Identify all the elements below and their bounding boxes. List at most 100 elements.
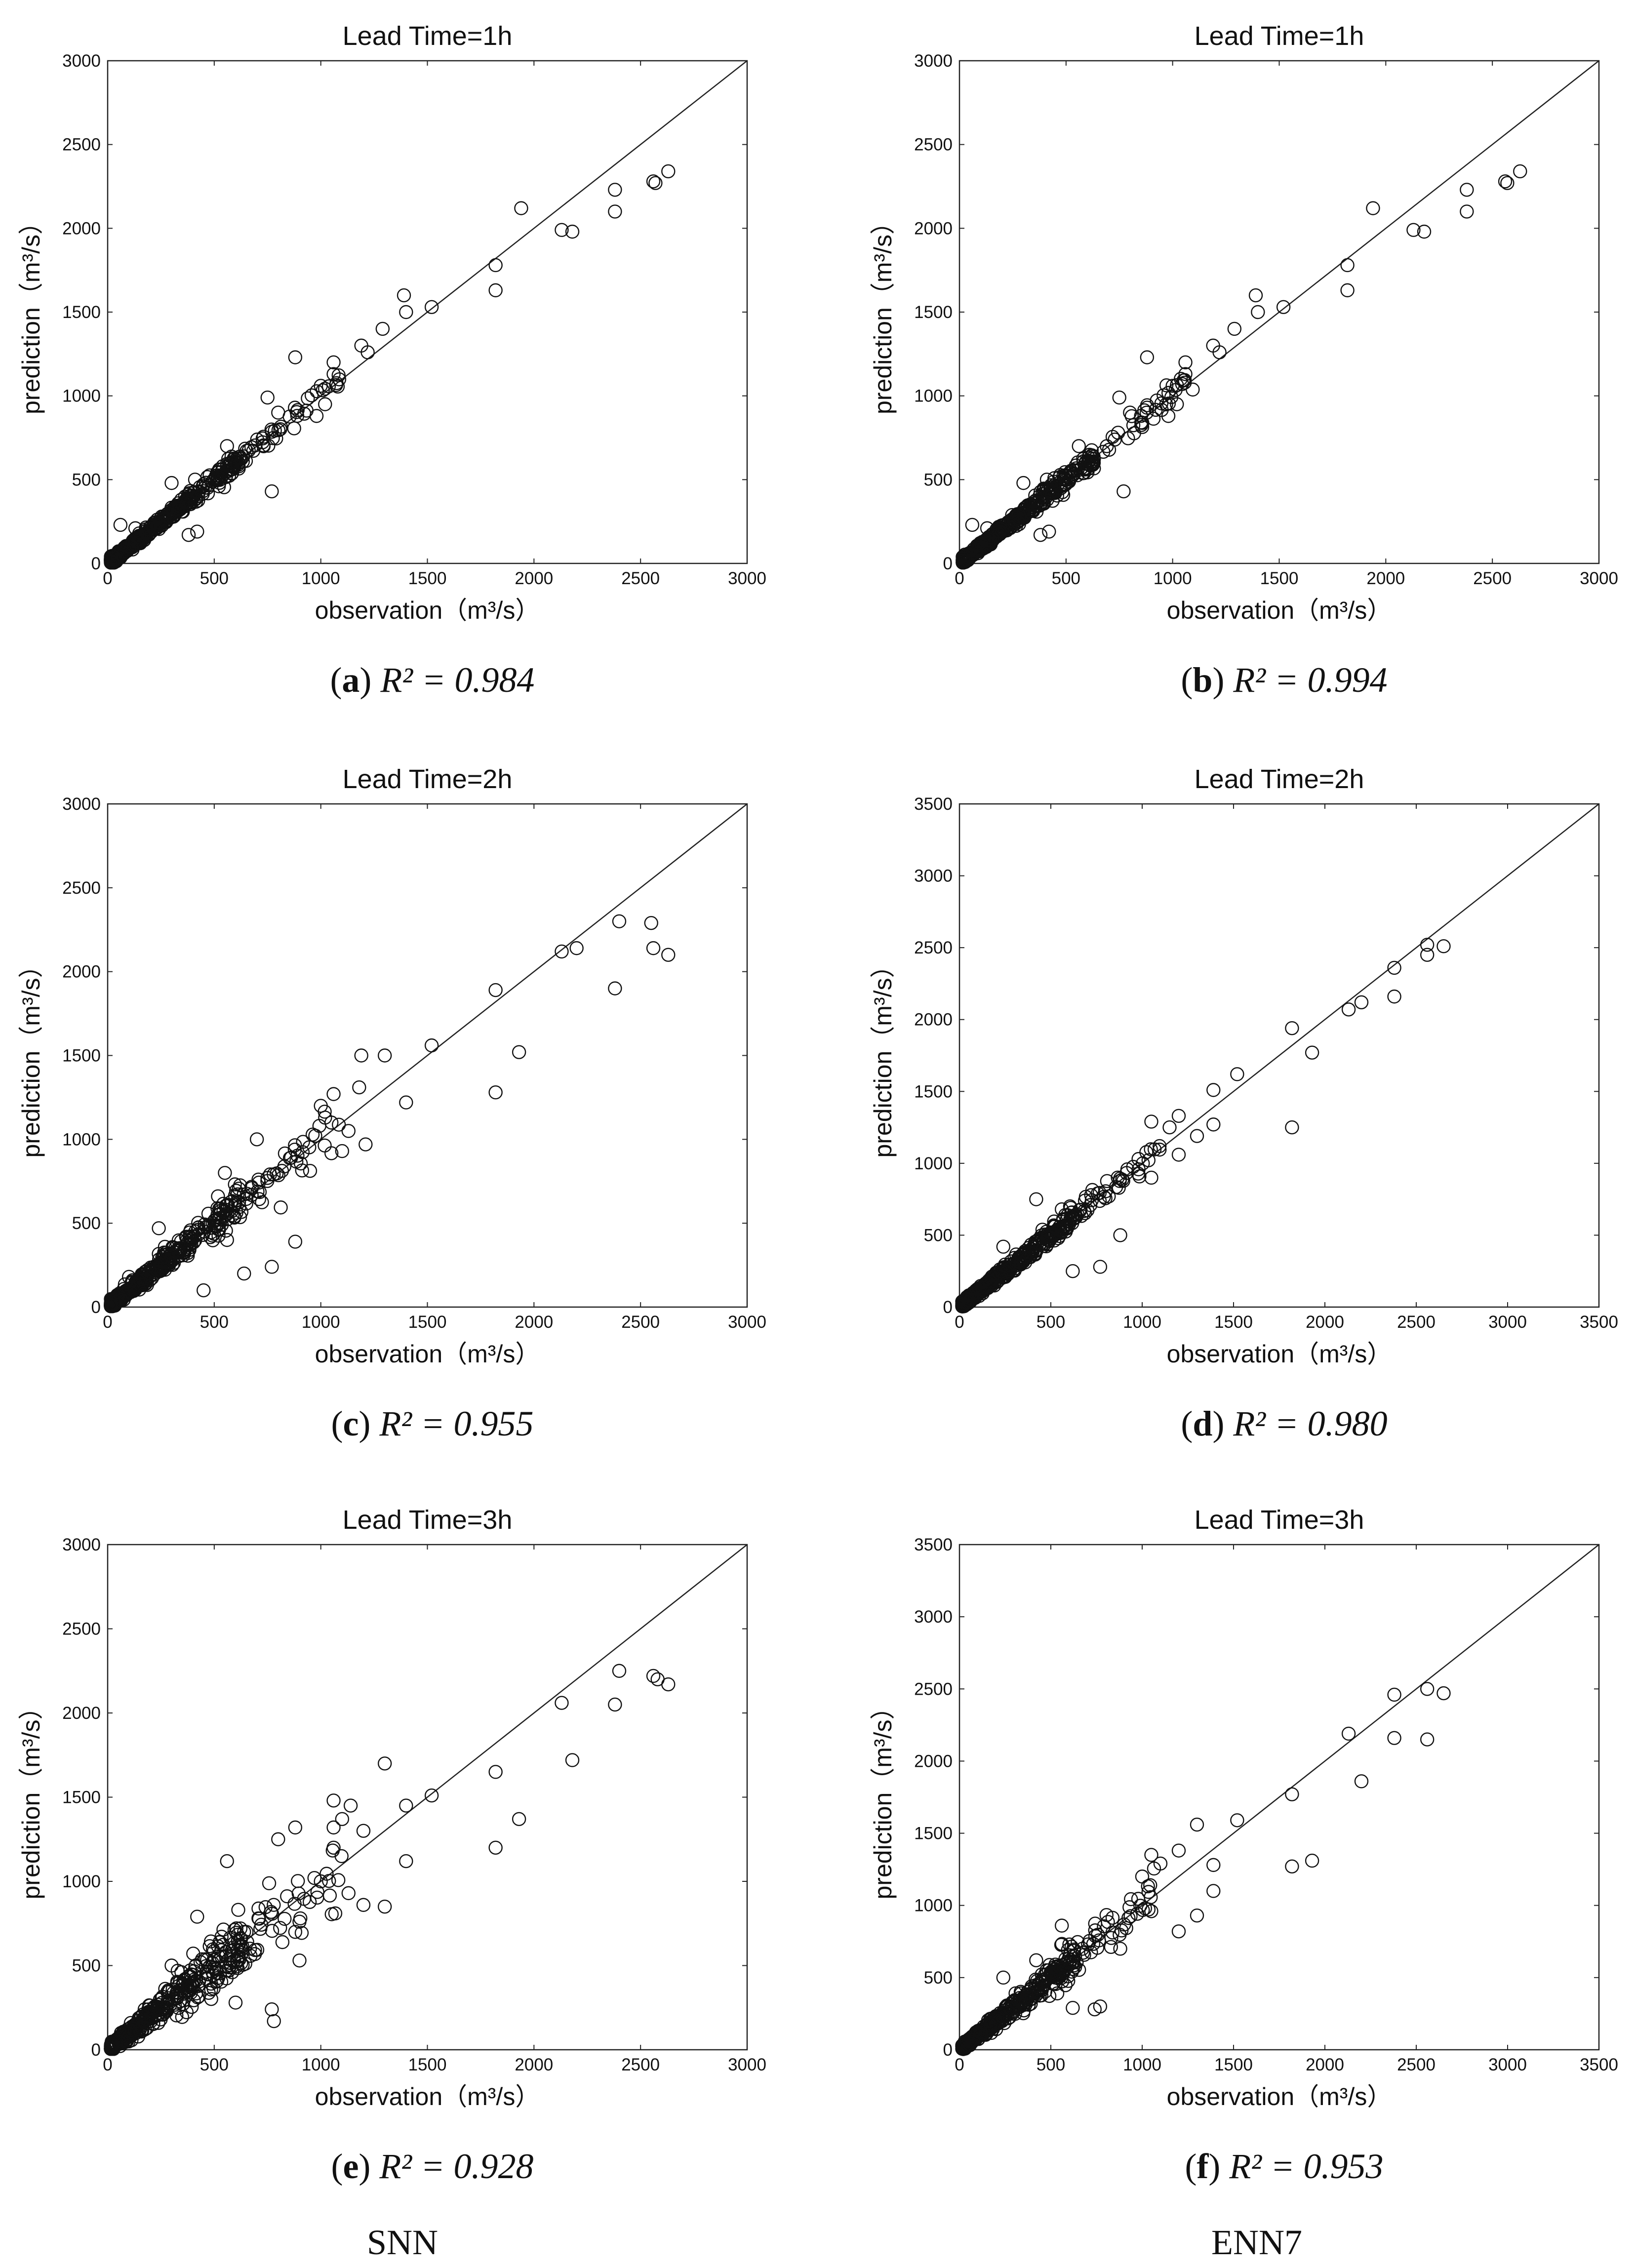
x-tick-label-d-5: 2500	[1397, 1313, 1436, 1332]
point-d-453	[1098, 1184, 1113, 1198]
point-d-462	[1085, 1183, 1100, 1197]
y-tick-label-d-4: 2000	[914, 1010, 953, 1030]
point-a-473	[608, 183, 622, 197]
point-a-460	[287, 400, 302, 415]
point-e-352	[231, 1961, 245, 1975]
y-tick-label-c-4: 2000	[62, 962, 101, 982]
point-b-470	[1417, 224, 1432, 239]
point-c-408	[104, 1298, 119, 1313]
point-c-244	[234, 1205, 249, 1219]
y-tick-label-d-2: 1000	[914, 1154, 953, 1173]
point-a-476	[488, 283, 503, 298]
point-a-464	[233, 451, 247, 466]
caption-r2-a: R² = 0.984	[380, 660, 534, 700]
point-e-379	[170, 1976, 185, 1990]
point-b-471	[1460, 204, 1474, 219]
point-e-475	[424, 1788, 439, 1803]
x-axis-label-e: observation（m³/s）	[315, 2083, 540, 2110]
point-f-400	[1042, 1958, 1057, 1972]
x-tick-label-c-6: 3000	[728, 1313, 766, 1332]
point-c-479	[359, 1137, 373, 1152]
y-tick-label-c-1: 500	[72, 1214, 101, 1233]
point-e-500	[237, 1925, 251, 1939]
point-e-499	[288, 1925, 303, 1939]
point-c-419	[205, 1216, 220, 1230]
x-axis-label-c: observation（m³/s）	[315, 1340, 540, 1368]
point-a-316	[199, 476, 213, 490]
x-axis-label-f: observation（m³/s）	[1167, 2083, 1392, 2110]
y-tick-label-f-5: 2500	[914, 1679, 953, 1699]
point-e-374	[209, 1974, 224, 1989]
point-e-468	[565, 1753, 580, 1767]
point-b-460	[1139, 405, 1154, 420]
y-tick-label-b-3: 1500	[914, 303, 953, 322]
point-e-458	[280, 1889, 294, 1904]
point-d-388	[1029, 1244, 1043, 1258]
y-axis-label-a: prediction（m³/s）	[17, 210, 45, 414]
y-tick-label-f-0: 0	[943, 2040, 953, 2060]
point-c-295	[228, 1177, 242, 1192]
point-f-437	[1124, 1892, 1138, 1907]
point-c-488	[314, 1099, 328, 1113]
point-c-487	[249, 1132, 264, 1147]
point-d-469	[1387, 960, 1401, 975]
x-tick-label-d-4: 2000	[1306, 1313, 1344, 1332]
point-a-387	[171, 504, 185, 518]
point-f-472	[1420, 1682, 1435, 1696]
point-c-486	[218, 1166, 232, 1180]
x-tick-label-b-1: 500	[1052, 569, 1080, 588]
point-a-474	[646, 174, 661, 189]
y-tick-label-e-5: 2500	[62, 1620, 101, 1639]
point-d-389	[1015, 1251, 1030, 1266]
point-b-487	[1123, 405, 1137, 420]
y-tick-label-d-6: 3000	[914, 867, 953, 886]
scatter-points-e	[104, 1664, 676, 2056]
point-c-449	[270, 1166, 284, 1181]
point-f-478	[1190, 1817, 1204, 1832]
point-a-306	[196, 486, 210, 501]
point-d-472	[1420, 938, 1435, 952]
point-b-443	[1168, 383, 1183, 397]
point-b-406	[1010, 510, 1025, 524]
point-c-460	[287, 1142, 302, 1157]
point-e-463	[233, 1938, 248, 1953]
point-a-406	[117, 542, 131, 556]
point-b-474	[1498, 174, 1513, 189]
point-b-408	[1006, 518, 1021, 532]
caption-r2-e: R² = 0.928	[379, 2147, 533, 2186]
point-b-464	[1140, 398, 1155, 412]
point-e-408	[221, 1952, 236, 1966]
point-d-460	[1113, 1174, 1127, 1188]
point-d-403	[1000, 1264, 1015, 1279]
point-c-445	[229, 1184, 243, 1198]
point-b-492	[1072, 439, 1086, 453]
point-b-386	[1053, 468, 1068, 482]
point-f-464	[1119, 1921, 1133, 1935]
point-c-354	[165, 1258, 180, 1272]
scatter-points-c	[104, 914, 676, 1313]
point-e-276	[216, 1922, 231, 1937]
point-e-491	[220, 1854, 234, 1869]
point-b-463	[1135, 420, 1150, 434]
point-f-486	[1087, 2002, 1102, 2017]
point-f-451	[1072, 1963, 1086, 1977]
y-axis-label-e: prediction（m³/s）	[17, 1695, 45, 1900]
point-e-450	[251, 1911, 266, 1926]
point-e-485	[356, 1824, 371, 1838]
point-d-465	[1285, 1120, 1299, 1135]
point-d-486	[1054, 1202, 1069, 1217]
point-e-477	[399, 1798, 413, 1813]
point-f-355	[1041, 1963, 1056, 1978]
point-f-465	[1285, 1859, 1299, 1873]
point-e-383	[222, 1963, 236, 1978]
point-e-411	[104, 2038, 119, 2053]
x-tick-label-c-4: 2000	[515, 1313, 553, 1332]
point-e-409	[176, 1977, 191, 1991]
point-d-393	[982, 1273, 997, 1288]
point-a-417	[160, 506, 175, 521]
point-e-340	[185, 2000, 199, 2014]
point-a-466	[181, 528, 196, 542]
point-c-456	[289, 1154, 304, 1169]
y-tick-label-e-1: 500	[72, 1956, 101, 1976]
point-d-398	[999, 1265, 1013, 1279]
